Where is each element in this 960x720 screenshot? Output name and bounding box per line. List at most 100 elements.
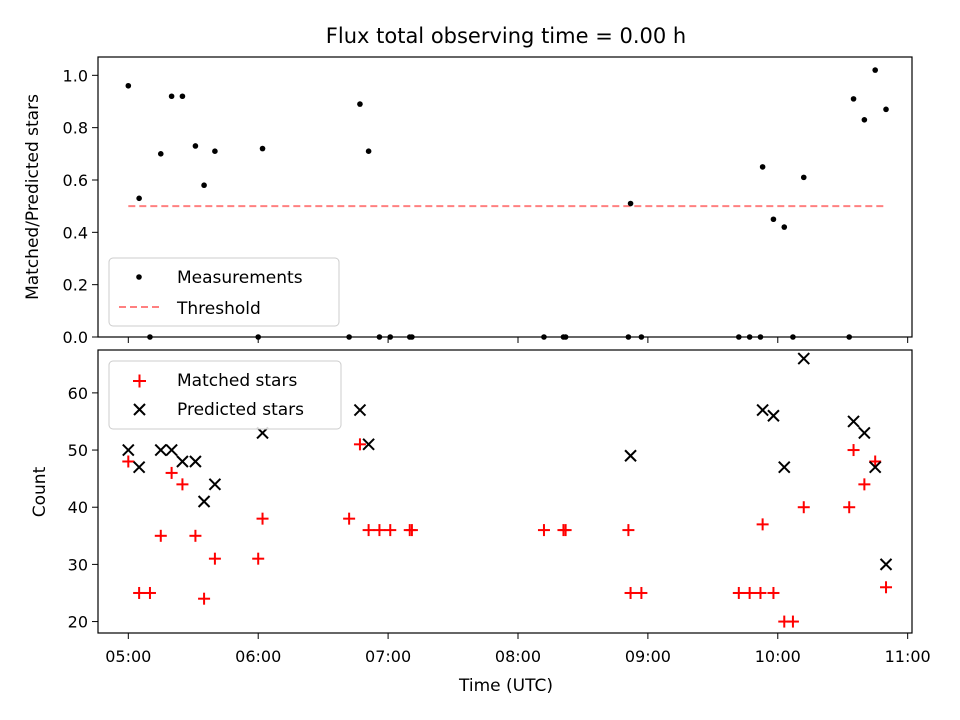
top-y-axis: 0.0 0.2 0.4 0.6 0.8 1.0	[63, 66, 98, 347]
measurement-point	[179, 93, 186, 100]
measurement-point	[212, 148, 218, 155]
matched-star-point	[843, 501, 856, 514]
predicted-star-point	[756, 403, 769, 417]
top-legend: Measurements Threshold	[108, 257, 340, 327]
measurement-point	[136, 195, 142, 202]
predicted-star-point	[165, 443, 178, 457]
bottom-x-tick-label: 09:00	[625, 647, 671, 666]
measurement-point	[201, 182, 207, 189]
predicted-x-b	[197, 495, 211, 508]
predicted-x-b	[778, 460, 791, 474]
matched-star-point	[869, 455, 882, 468]
matched-star-point	[256, 512, 269, 525]
bottom-x-tick-label: 08:00	[495, 647, 541, 666]
matched-star-point	[373, 524, 386, 537]
predicted-x-b	[847, 415, 860, 428]
bottom-y-tick-label: 50	[68, 441, 88, 460]
bottom-legend-box	[108, 360, 342, 430]
matched-star-point	[143, 586, 156, 599]
measurement-point	[770, 216, 777, 223]
measurement-point	[562, 334, 569, 340]
matched-star-point	[622, 524, 635, 537]
predicted-star-point	[847, 415, 860, 428]
matched-star-point	[880, 581, 893, 594]
predicted-x-b	[132, 460, 146, 474]
measurement-point	[781, 224, 788, 230]
bottom-y-tick-label: 60	[68, 384, 88, 403]
measurement-point	[872, 67, 878, 73]
predicted-star-point	[362, 438, 375, 451]
predicted-stars-layer	[122, 352, 893, 571]
measurement-point	[168, 93, 175, 100]
top-y-tick-label: 0.2	[63, 276, 88, 295]
legend-matched-label: Matched stars	[177, 371, 297, 391]
matched-star-point	[189, 529, 202, 542]
legend-threshold-label: Threshold	[176, 299, 261, 319]
top-plot-frame	[97, 56, 913, 338]
matched-star-point	[362, 524, 375, 537]
measurement-point	[541, 334, 547, 340]
top-panel-ratio: Flux total observing time = 0.00 h 0.0 0.…	[23, 24, 913, 347]
bottom-x-tick-label: 10:00	[755, 647, 801, 666]
matched-star-point	[624, 586, 637, 599]
legend-matched-marker	[133, 374, 146, 388]
predicted-x-b	[165, 443, 178, 457]
measurement-point	[638, 334, 645, 340]
measurement-point	[376, 334, 383, 340]
matched-star-point	[384, 524, 397, 537]
top-y-axis-label: Matched/Predicted stars	[23, 94, 43, 300]
measurement-point	[625, 334, 632, 340]
measurement-point	[409, 334, 415, 340]
matched-star-point	[732, 586, 745, 599]
matched-star-point	[635, 586, 648, 599]
matched-star-point	[405, 524, 418, 537]
predicted-star-point	[868, 460, 882, 474]
top-y-tick-label: 0.4	[63, 223, 88, 242]
measurement-point	[259, 145, 266, 152]
legend-measurements-label: Measurements	[177, 268, 303, 288]
bottom-y-tick-label: 40	[68, 498, 88, 517]
bottom-x-axis-label: Time (UTC)	[458, 676, 553, 696]
top-y-tick-label: 1.0	[63, 66, 88, 85]
predicted-star-point	[353, 403, 367, 417]
predicted-star-point	[624, 449, 637, 462]
legend-predicted-marker	[133, 403, 146, 416]
matched-star-point	[154, 529, 167, 542]
bottom-x-tick-label: 05:00	[105, 647, 151, 666]
chart-title: Flux total observing time = 0.00 h	[326, 24, 686, 48]
measurement-point	[883, 106, 889, 113]
measurement-point	[255, 334, 262, 340]
legend-predicted-label: Predicted stars	[177, 400, 304, 420]
matched-star-point	[743, 586, 756, 599]
matched-star-point	[858, 478, 871, 491]
measurement-point	[125, 82, 132, 89]
matched-star-point	[122, 455, 135, 468]
predicted-star-point	[189, 455, 202, 468]
predicted-x-b	[624, 449, 637, 462]
measurement-point	[192, 143, 199, 149]
measurement-point	[846, 334, 853, 340]
matched-star-point	[353, 438, 366, 451]
measurement-point	[346, 334, 352, 340]
matched-star-point	[165, 466, 178, 479]
top-y-tick-label: 0.0	[63, 328, 88, 347]
predicted-x-b	[879, 558, 893, 571]
bottom-y-axis-label: Count	[30, 466, 50, 517]
matched-star-point	[754, 586, 767, 599]
predicted-x-b	[362, 438, 375, 451]
bottom-x-tick-label: 06:00	[235, 647, 281, 666]
predicted-x-b	[122, 443, 135, 457]
bottom-y-axis: 20 30 40 50 60	[68, 384, 98, 632]
matched-star-point	[252, 552, 265, 565]
matched-star-point	[559, 524, 572, 537]
top-legend-box	[108, 257, 340, 327]
measurement-point	[736, 334, 742, 340]
measurement-point	[365, 148, 372, 155]
measurement-point	[850, 96, 857, 102]
measurement-point	[790, 334, 796, 340]
predicted-x-b	[353, 403, 367, 417]
matched-star-point	[847, 444, 860, 457]
predicted-star-point	[122, 443, 135, 457]
matched-star-point	[198, 592, 211, 605]
